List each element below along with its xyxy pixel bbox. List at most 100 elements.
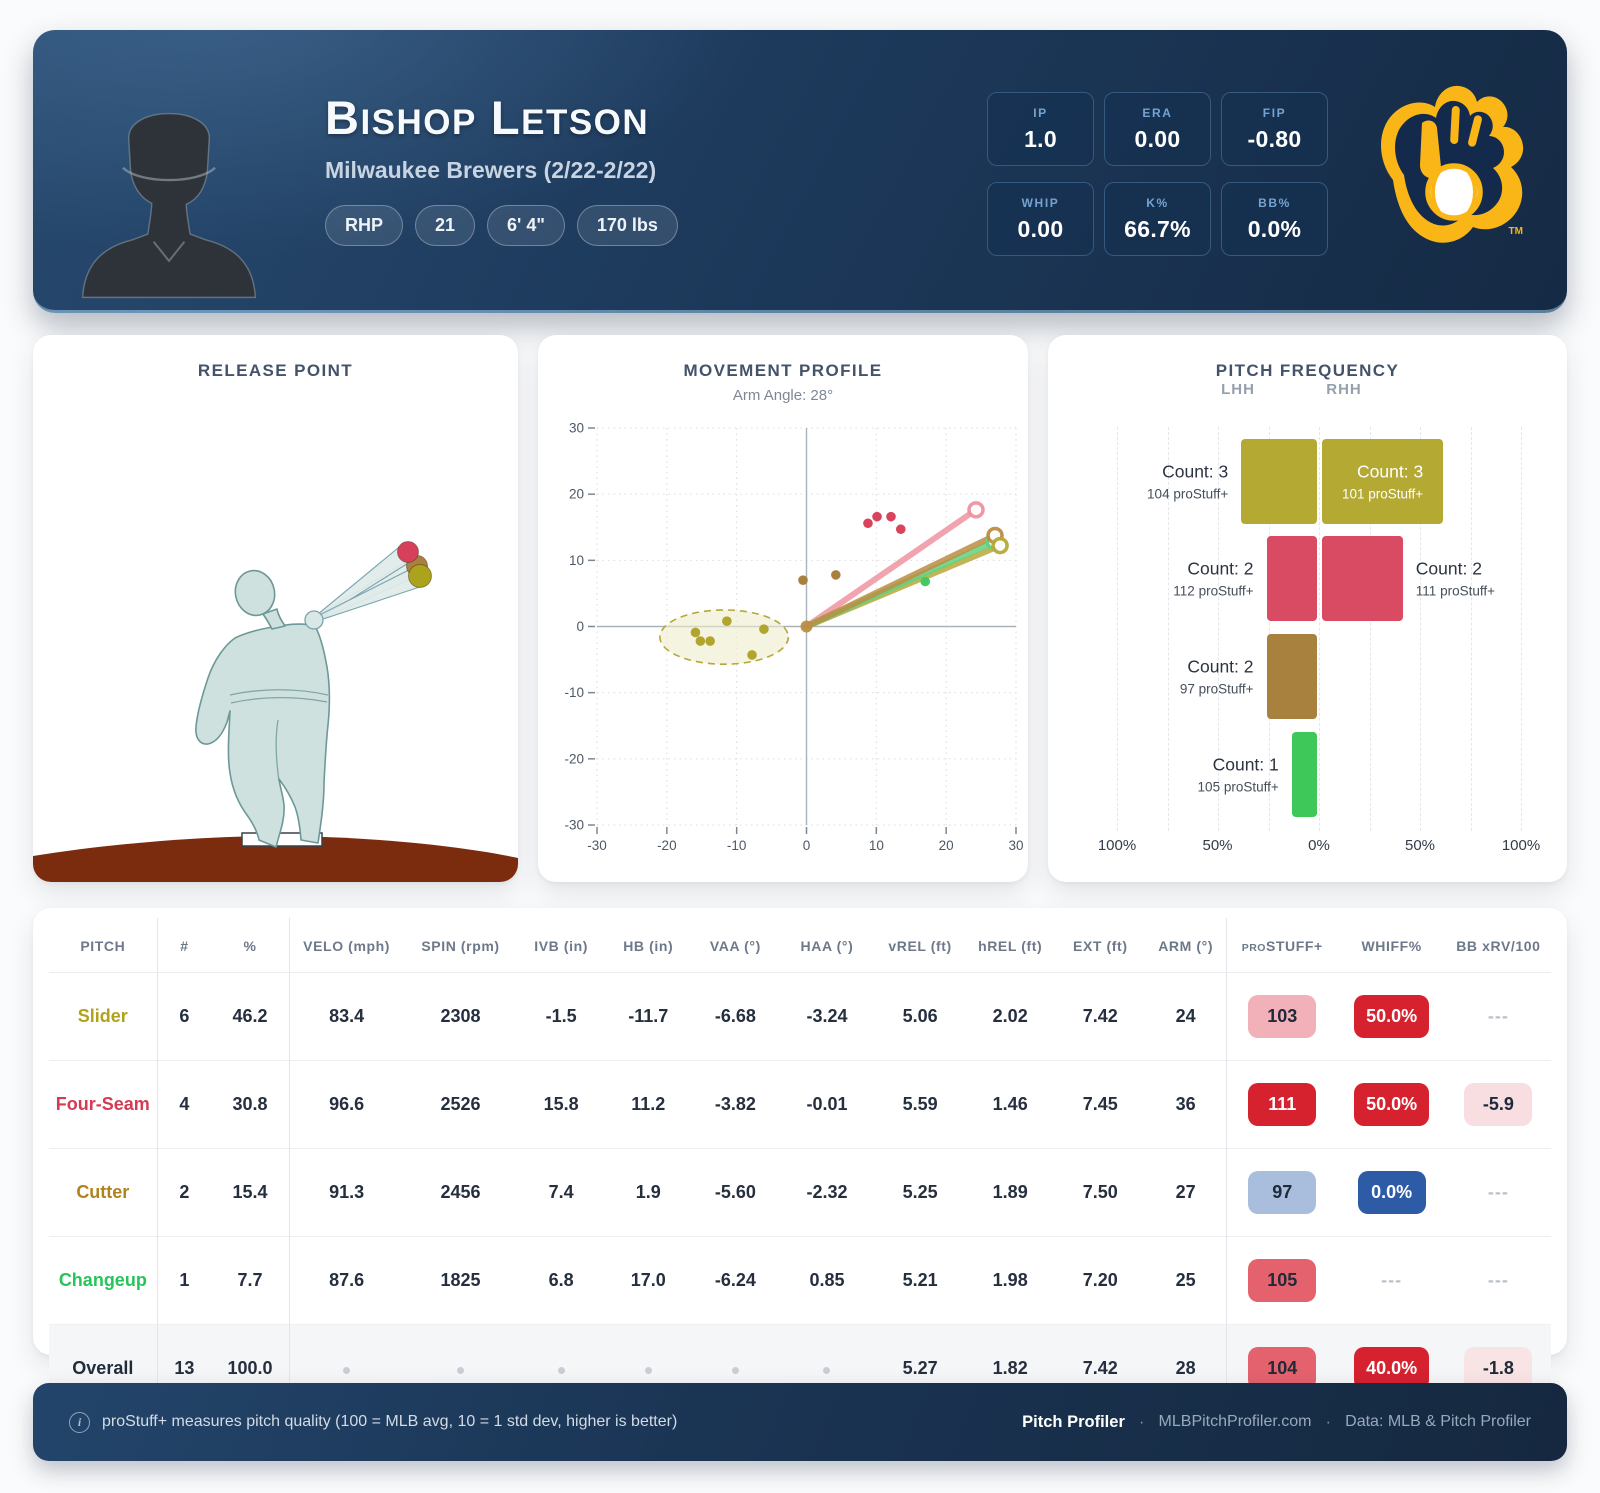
- x-tick-label: 10: [869, 838, 884, 853]
- table-cell: 15.4: [211, 1148, 290, 1237]
- movement-point-slider: [705, 636, 715, 646]
- player-attribute-badge: RHP: [325, 205, 404, 246]
- stat-value: 0.00: [1017, 215, 1064, 242]
- y-tick-label: -10: [564, 685, 584, 700]
- stat-value: 0.0%: [1247, 215, 1302, 242]
- data-source: Data: MLB & Pitch Profiler: [1345, 1413, 1531, 1430]
- whiff-cell-badge: 50.0%: [1354, 995, 1430, 1038]
- table-cell: 36: [1145, 1060, 1227, 1149]
- freq-label-rhh-slider: Count: 3 101 proStuff+: [1324, 460, 1423, 503]
- table-cell: 2: [157, 1148, 212, 1237]
- column-header: HB (in): [604, 918, 692, 973]
- stat-box-ip: IP 1.0: [987, 92, 1094, 166]
- glove-icon: [1381, 85, 1524, 243]
- x-tick-label: 30: [1008, 838, 1023, 853]
- whiff-cell-badge: 40.0%: [1354, 1347, 1430, 1390]
- table-cell: 46.2: [211, 972, 290, 1061]
- y-tick-label: -30: [564, 818, 584, 833]
- column-header: hREL (ft): [965, 918, 1056, 973]
- bb-xrv-cell: -5.9: [1445, 1060, 1551, 1149]
- table-cell: 30.8: [211, 1060, 290, 1149]
- y-tick-label: 0: [576, 619, 584, 634]
- stat-label: K%: [1146, 195, 1169, 210]
- cap-brim-line: [122, 166, 216, 182]
- bb-xrv-cell-badge: -1.8: [1464, 1347, 1533, 1390]
- freq-bar-lhh-cutter: [1266, 634, 1317, 719]
- release-ball-four-seam: [397, 541, 419, 563]
- frequency-axis-label: 50%: [1404, 837, 1436, 854]
- prostuff-cell: 97: [1226, 1148, 1338, 1237]
- name-last-initial: L: [490, 91, 522, 144]
- table-cell: 5.06: [902, 1006, 938, 1026]
- stat-value: -0.80: [1247, 125, 1302, 152]
- x-tick-label: -30: [587, 838, 607, 853]
- name-first-rest: ISHOP: [360, 103, 477, 142]
- movement-point-four-seam: [886, 511, 896, 522]
- bb-xrv-cell: ---: [1446, 973, 1551, 1061]
- team-and-daterange: Milwaukee Brewers (2/22-2/22): [325, 157, 657, 183]
- aggregate-dot: [731, 1367, 739, 1374]
- stat-label: BB%: [1258, 195, 1291, 210]
- movement-point-slider: [759, 624, 769, 634]
- table-cell: 2456: [403, 1148, 518, 1237]
- column-header: vREL (ft): [875, 918, 966, 973]
- table-cell: -0.01: [778, 1060, 876, 1149]
- aggregate-dot: [644, 1367, 652, 1374]
- column-header: WHIFF%: [1337, 918, 1446, 973]
- table-cell: 0.85: [778, 1236, 876, 1325]
- table-cell: 2.02: [992, 1006, 1028, 1026]
- column-header: VELO (mph): [289, 918, 404, 973]
- column-header: %: [211, 918, 290, 973]
- player-badges: RHP 21 6' 4" 170 lbs: [325, 205, 678, 246]
- frequency-gridline: [1521, 427, 1522, 831]
- freq-bar-rhh-slider: [1322, 439, 1444, 524]
- player-header: BISHOP LETSON Milwaukee Brewers (2/22-2/2…: [33, 30, 1567, 313]
- column-header: PITCH: [49, 918, 158, 973]
- x-tick-label: 0: [803, 838, 811, 853]
- stat-box-whip: WHIP 0.00: [987, 182, 1094, 256]
- freq-label-lhh-cutter: Count: 2 97 proStuff+: [1048, 655, 1254, 698]
- column-header: PROSTUFF+: [1226, 918, 1338, 973]
- release-point-panel: RELEASE POINT: [33, 335, 518, 882]
- pitch-row-changeup: Changeup 1 7.7 87.6 1825 6.8 17.0 -6.24 0.85 5.21…: [49, 1236, 1551, 1325]
- y-tick-label: 20: [569, 487, 584, 502]
- prostuff-note: proStuff+ measures pitch quality (100 = …: [102, 1413, 678, 1430]
- player-silhouette: [81, 112, 257, 299]
- movement-point-cutter: [798, 575, 808, 585]
- frequency-gridline: [1167, 427, 1169, 831]
- frequency-axis-label: 50%: [1202, 837, 1233, 854]
- prostuff-cell-badge: 97: [1248, 1171, 1317, 1214]
- prostuff-cell-badge: 104: [1248, 1347, 1317, 1390]
- table-cell: 27: [1145, 1148, 1227, 1237]
- column-header: EXT (ft): [1055, 918, 1146, 973]
- site-link[interactable]: MLBPitchProfiler.com: [1158, 1413, 1312, 1430]
- movement-point-slider: [747, 650, 757, 660]
- prostuff-label: 105 proStuff+: [1197, 779, 1279, 795]
- prostuff-cell: 105: [1226, 1236, 1338, 1325]
- ray-origin: [800, 620, 813, 633]
- table-cell: -5.60: [691, 1148, 779, 1237]
- movement-point-four-seam: [895, 524, 906, 535]
- table-cell: 2308: [440, 1006, 481, 1026]
- table-cell: 83.4: [329, 1006, 365, 1026]
- brand-name: Pitch Profiler: [1022, 1412, 1125, 1431]
- pitch-stats-table: PITCH #% VELO (mph) SPIN (rpm) IVB (in) HB (i…: [49, 918, 1551, 1412]
- table-cell: 7.50: [1055, 1148, 1146, 1237]
- table-cell: 15.8: [517, 1060, 605, 1149]
- pitch-frequency-title: PITCH FREQUENCY: [1215, 361, 1400, 380]
- column-header: #: [157, 918, 212, 973]
- page-footer: i proStuff+ measures pitch quality (100 …: [33, 1383, 1567, 1461]
- movement-profile-title: MOVEMENT PROFILE: [683, 361, 883, 380]
- movement-point-slider: [690, 627, 701, 638]
- x-tick-label: -20: [657, 838, 677, 853]
- player-attribute-badge: 6' 4": [487, 205, 565, 246]
- table-cell: 7.42: [1082, 1006, 1118, 1026]
- table-cell: 5.21: [875, 1236, 966, 1325]
- empty-value-dash: ---: [1487, 1270, 1509, 1290]
- pitch-stats-card: PITCH #% VELO (mph) SPIN (rpm) IVB (in) HB (i…: [33, 908, 1567, 1412]
- prostuff-cell-badge: 103: [1248, 995, 1317, 1038]
- table-cell: 25: [1145, 1236, 1227, 1325]
- table-cell: 11.2: [604, 1060, 692, 1149]
- aggregate-dot: [457, 1367, 464, 1374]
- table-cell: 7.20: [1055, 1236, 1146, 1325]
